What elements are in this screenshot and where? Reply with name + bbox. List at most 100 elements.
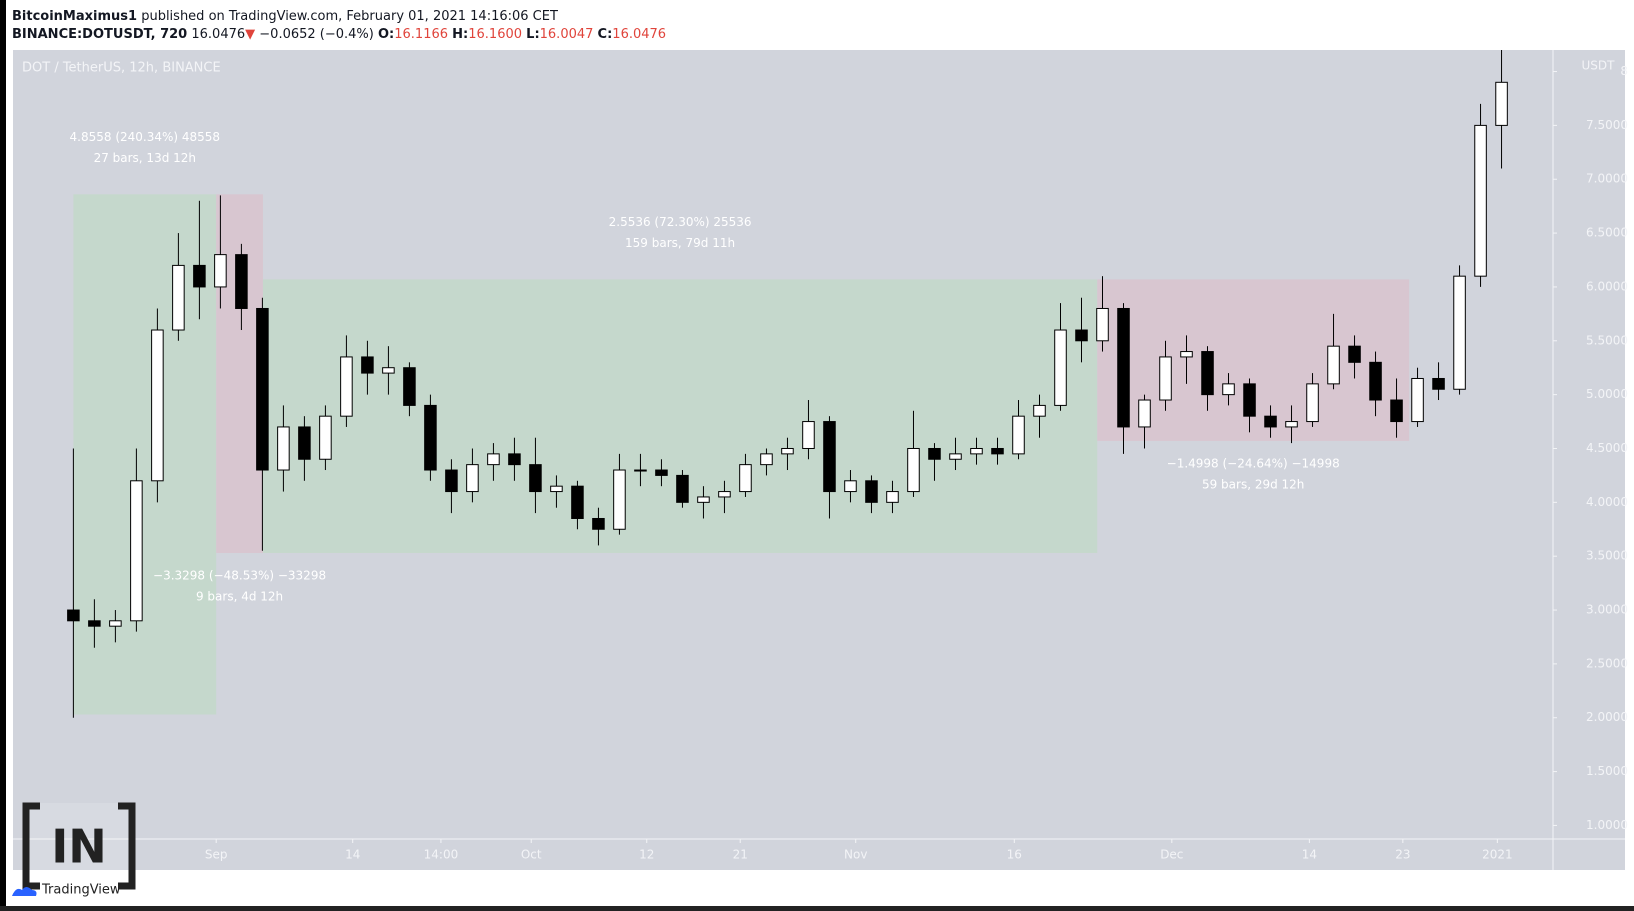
logo-text: IN bbox=[51, 820, 107, 874]
x-tick-label: 14 bbox=[1302, 848, 1317, 862]
candle-body bbox=[1075, 329, 1088, 342]
y-tick-label: 4.0000 bbox=[1586, 495, 1628, 509]
candle-body bbox=[1327, 345, 1340, 385]
candle-body bbox=[634, 469, 647, 472]
candle-body bbox=[340, 356, 353, 417]
left-border bbox=[0, 0, 6, 911]
candle-body bbox=[907, 447, 920, 493]
candle-body bbox=[865, 480, 878, 503]
low: 16.0047 bbox=[539, 27, 594, 42]
h-label: H: bbox=[452, 27, 469, 42]
candle-body bbox=[1180, 351, 1193, 358]
candle-body bbox=[1348, 345, 1361, 363]
x-tick-label: 16 bbox=[1007, 848, 1022, 862]
y-tick-label: 7.0000 bbox=[1586, 172, 1628, 186]
candle-body bbox=[1474, 124, 1487, 277]
candle-body bbox=[1264, 415, 1277, 428]
plot bbox=[67, 50, 1508, 718]
candle-body bbox=[739, 464, 752, 493]
arrow: ▼ bbox=[245, 27, 256, 42]
x-tick-label: 23 bbox=[1395, 848, 1410, 862]
y-tick-label: 2.0000 bbox=[1586, 710, 1628, 724]
candle-body bbox=[1243, 383, 1256, 417]
header-line-1: BitcoinMaximus1 published on TradingView… bbox=[12, 8, 666, 26]
c-label: C: bbox=[597, 27, 613, 42]
candle-body bbox=[802, 421, 815, 449]
candle-body bbox=[928, 447, 941, 460]
measure-box bbox=[73, 194, 217, 715]
measure-label: 9 bars, 4d 12h bbox=[196, 589, 283, 603]
y-tick-label: 8 bbox=[1620, 64, 1628, 78]
candle-body bbox=[844, 480, 857, 493]
candle-body bbox=[298, 426, 311, 460]
chart-title: DOT / TetherUS, 12h, BINANCE bbox=[22, 61, 221, 76]
candle-body bbox=[1201, 351, 1214, 396]
candle-body bbox=[613, 469, 626, 530]
y-tick-label: 1.5000 bbox=[1586, 764, 1628, 778]
candle-body bbox=[571, 485, 584, 519]
brand: TradingView bbox=[41, 883, 121, 898]
y-tick-label: 3.5000 bbox=[1586, 549, 1628, 563]
candle-body bbox=[67, 609, 80, 622]
x-tick-label: Nov bbox=[844, 848, 867, 862]
published: published on TradingView.com, February 0… bbox=[141, 9, 558, 24]
x-tick-label: 14 bbox=[345, 848, 360, 862]
candle-body bbox=[193, 264, 206, 288]
y-tick-label: 5.0000 bbox=[1586, 387, 1628, 401]
x-tick-label: Sep bbox=[205, 848, 228, 862]
candle-body bbox=[760, 453, 773, 466]
candle-body bbox=[1390, 399, 1403, 423]
price-unit: USDT bbox=[1582, 59, 1616, 73]
measure-label: 159 bars, 79d 11h bbox=[625, 236, 735, 250]
y-tick-label: 3.0000 bbox=[1586, 603, 1628, 617]
candle-body bbox=[991, 447, 1004, 455]
candle-body bbox=[235, 254, 248, 309]
o-label: O: bbox=[378, 27, 395, 42]
candle-body bbox=[1411, 377, 1424, 423]
candle-body bbox=[1138, 399, 1151, 428]
candle-body bbox=[487, 453, 500, 466]
candle-body bbox=[592, 517, 605, 530]
x-tick-label: 2021 bbox=[1482, 848, 1513, 862]
candle-body bbox=[508, 453, 521, 466]
author: BitcoinMaximus1 bbox=[12, 9, 138, 24]
candle-body bbox=[676, 474, 689, 503]
y-tick-label: 7.5000 bbox=[1586, 118, 1628, 132]
candle-body bbox=[1495, 81, 1508, 126]
candle-body bbox=[130, 480, 143, 622]
measure-label: 4.8558 (240.34%) 48558 bbox=[70, 130, 221, 144]
measure-label: −1.4998 (−24.64%) −14998 bbox=[1167, 456, 1340, 470]
candle-body bbox=[361, 356, 374, 374]
candle-body bbox=[1012, 415, 1025, 455]
candle-body bbox=[1222, 383, 1235, 396]
logo-brackets bbox=[22, 802, 136, 890]
candle-body bbox=[445, 469, 458, 493]
candle-body bbox=[823, 421, 836, 493]
candle-body bbox=[466, 464, 479, 493]
y-tick-label: 1.0000 bbox=[1586, 818, 1628, 832]
candle-body bbox=[151, 329, 164, 482]
candle-body bbox=[277, 426, 290, 471]
candle-body bbox=[424, 404, 437, 471]
x-tick-label: Oct bbox=[521, 848, 542, 862]
open: 16.1166 bbox=[394, 27, 449, 42]
candle-body bbox=[319, 415, 332, 460]
candle-body bbox=[655, 469, 668, 476]
y-tick-label: 2.5000 bbox=[1586, 656, 1628, 670]
candle-body bbox=[1432, 377, 1445, 390]
measure-label: 27 bars, 13d 12h bbox=[94, 151, 196, 165]
candle-body bbox=[403, 367, 416, 406]
candle-body bbox=[1117, 307, 1130, 428]
candle-body bbox=[697, 496, 710, 503]
last-price: 16.0476 bbox=[191, 27, 246, 42]
candle-body bbox=[256, 307, 269, 471]
high: 16.1600 bbox=[468, 27, 523, 42]
candle-body bbox=[970, 447, 983, 455]
candle-body bbox=[949, 453, 962, 460]
candle-body bbox=[529, 464, 542, 493]
candle-body bbox=[1369, 361, 1382, 401]
candle-body bbox=[550, 485, 563, 493]
symbol: BINANCE:DOTUSDT, 720 bbox=[12, 27, 188, 42]
